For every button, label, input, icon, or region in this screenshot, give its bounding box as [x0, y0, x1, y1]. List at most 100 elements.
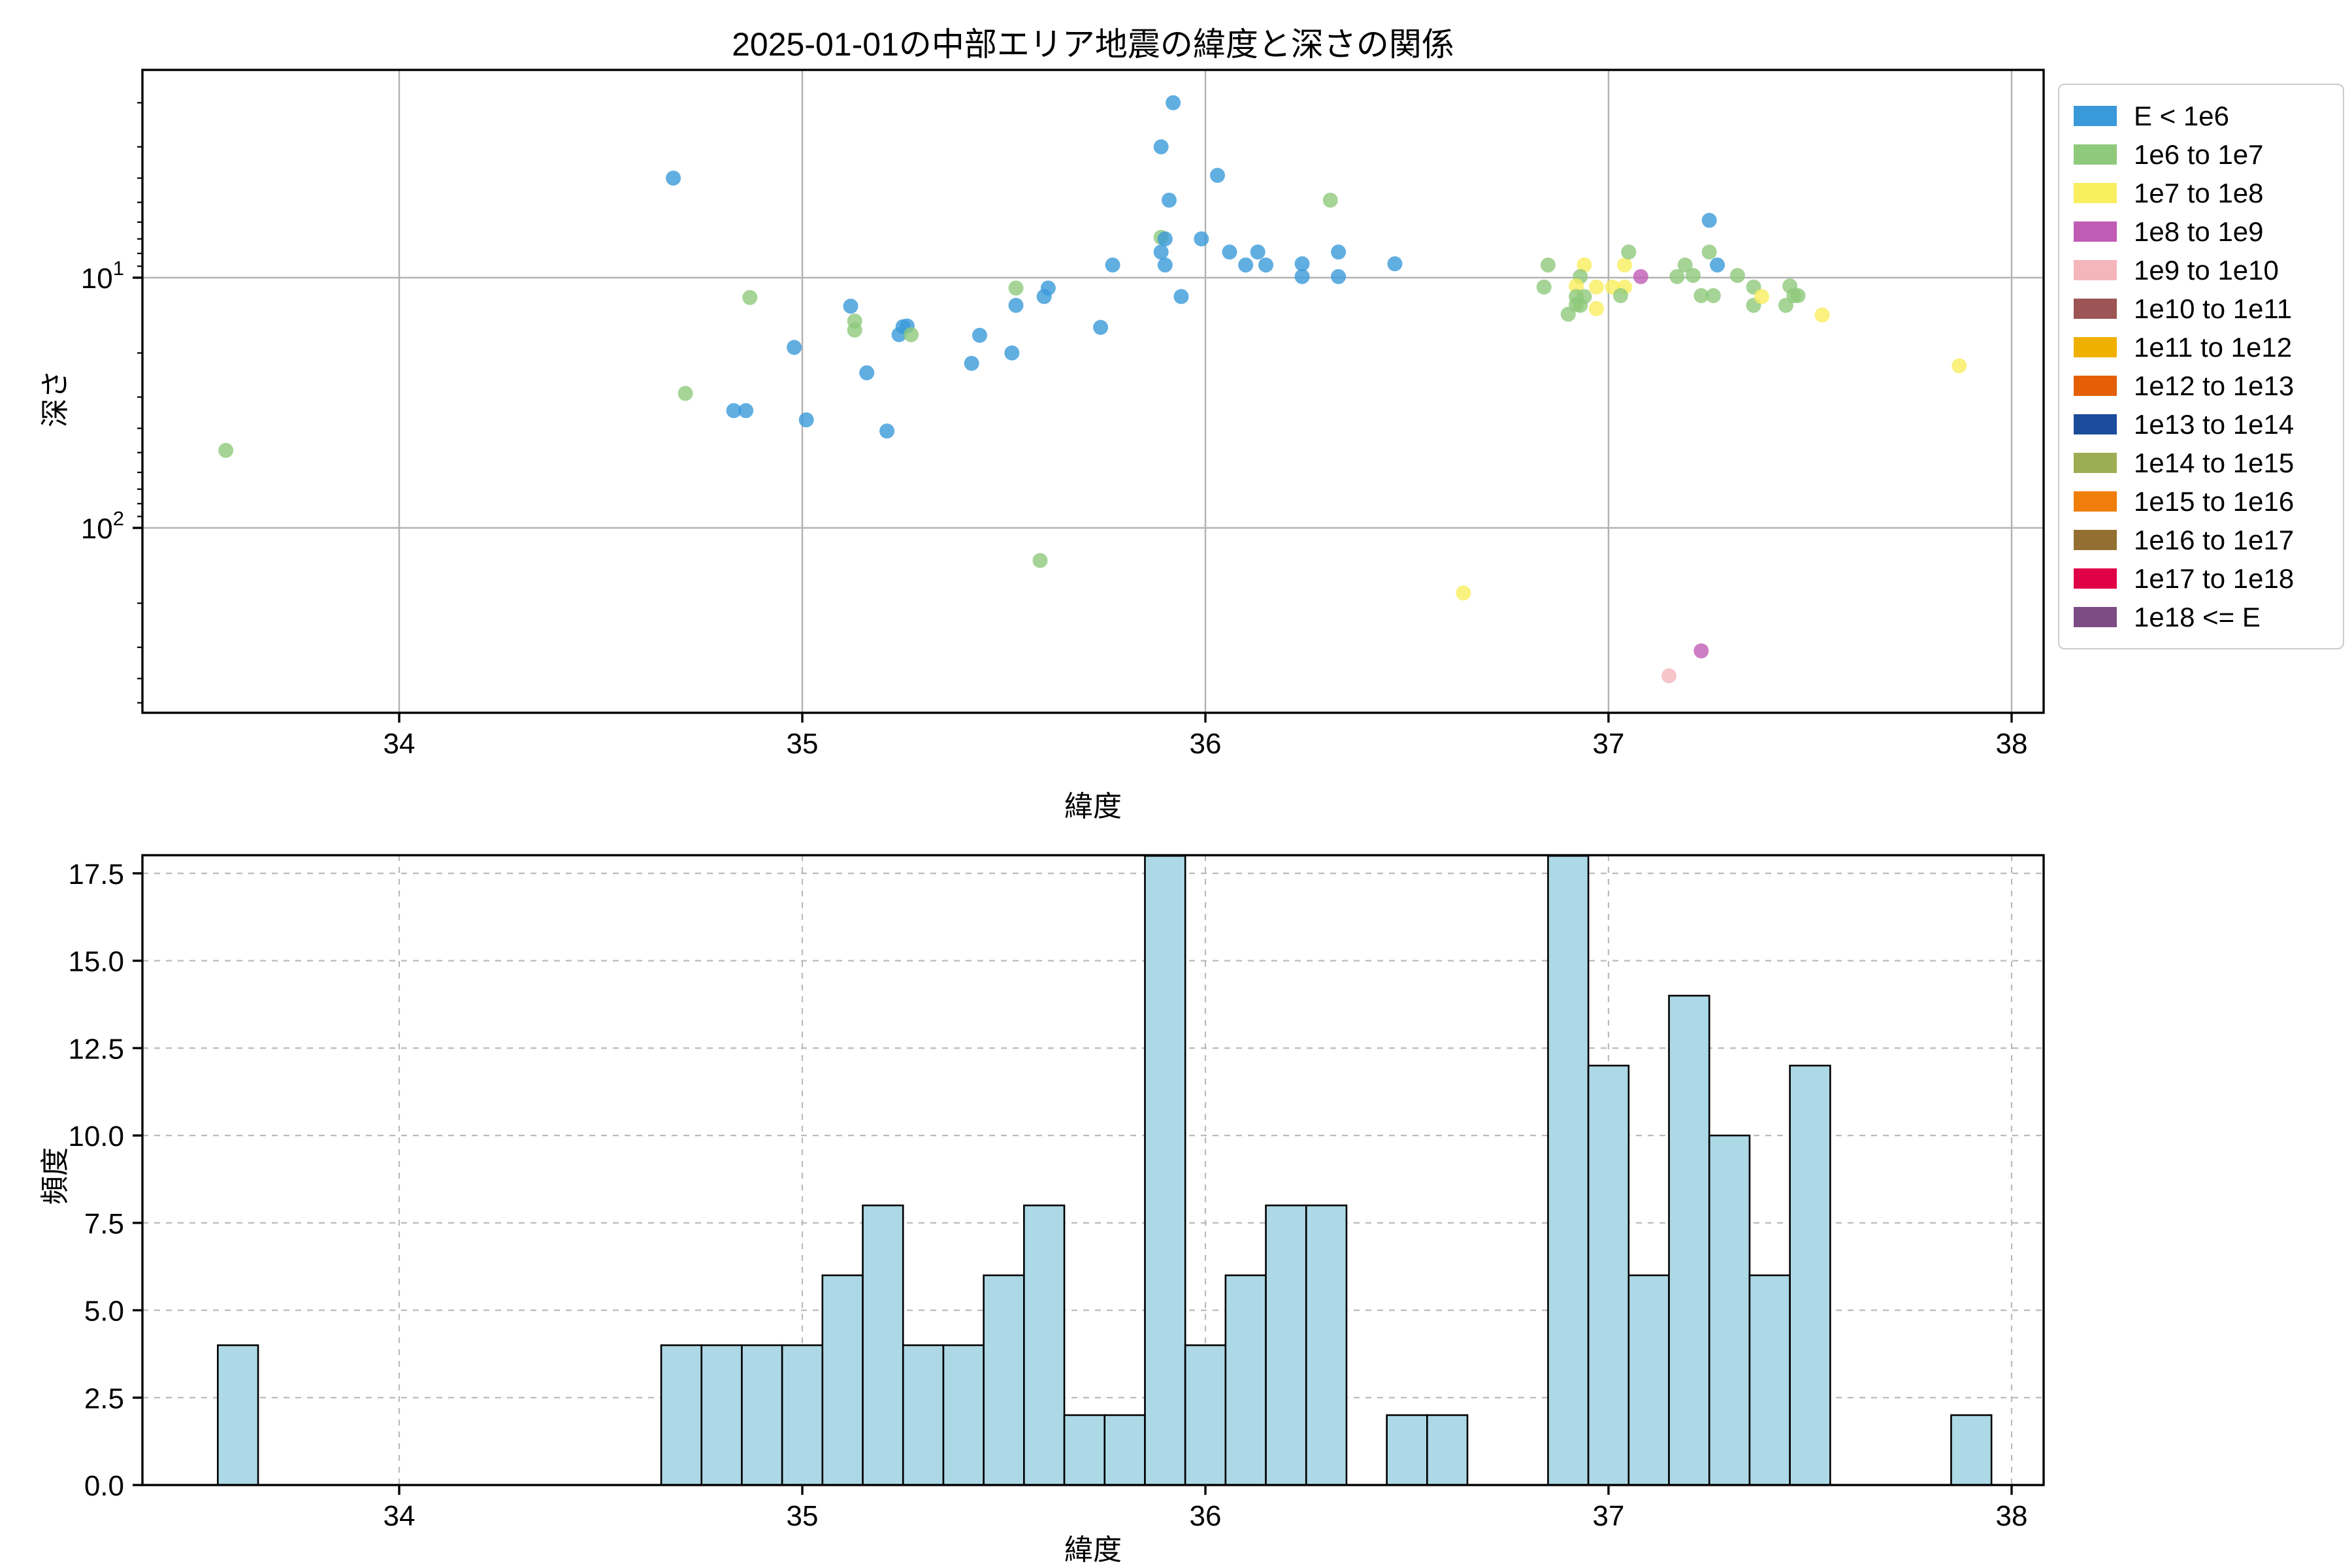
scatter-point	[843, 299, 858, 314]
legend-color-swatch	[2074, 607, 2117, 627]
legend-item: 1e18 <= E	[2074, 598, 2328, 636]
legend-item-label: 1e9 to 1e10	[2134, 254, 2279, 286]
tick-label: 35	[787, 728, 819, 760]
histogram-bars	[217, 855, 1993, 1486]
legend-color-swatch	[2074, 144, 2117, 165]
legend-color-swatch	[2074, 221, 2117, 242]
scatter-point	[1238, 257, 1254, 273]
histogram-bar	[1063, 1414, 1106, 1486]
legend-item-label: 1e10 to 1e11	[2134, 293, 2293, 324]
histogram-bar	[1144, 855, 1186, 1486]
tick-label: 36	[1190, 1500, 1222, 1532]
tick-label: 101	[81, 257, 124, 295]
tick-label: 7.5	[84, 1208, 124, 1240]
legend-color-swatch	[2074, 106, 2117, 126]
scatter-point	[1560, 306, 1576, 322]
scatter-point	[1157, 231, 1173, 247]
histogram-bar	[942, 1344, 985, 1486]
scatter-point	[1294, 256, 1310, 272]
scatter-point	[1633, 269, 1648, 284]
scatter-point	[1621, 244, 1637, 260]
legend-item-label: 1e13 to 1e14	[2134, 408, 2295, 440]
tick-label: 17.5	[68, 858, 124, 890]
legend-item-label: E < 1e6	[2134, 100, 2229, 131]
scatter-point	[678, 385, 693, 401]
tick-label: 12.5	[68, 1033, 124, 1065]
legend-color-swatch	[2074, 491, 2117, 512]
tick-label: 37	[1593, 1500, 1625, 1532]
legend-item-label: 1e6 to 1e7	[2134, 139, 2264, 170]
scatter-point	[738, 403, 754, 419]
legend-item: 1e12 to 1e13	[2074, 367, 2328, 405]
legend-item-label: 1e17 to 1e18	[2134, 563, 2295, 594]
legend-item: 1e9 to 1e10	[2074, 251, 2328, 289]
scatter-point	[1686, 268, 1701, 284]
scatter-point	[1153, 244, 1169, 260]
legend-color-swatch	[2074, 453, 2117, 473]
tick-label: 36	[1190, 728, 1222, 760]
histogram-bar	[1103, 1414, 1146, 1486]
histogram-bar	[700, 1344, 743, 1486]
scatter-point	[1814, 307, 1830, 323]
legend: E < 1e6 1e6 to 1e7 1e7 to 1e8 1e8 to 1e9 1e9…	[2058, 84, 2344, 649]
legend-item: 1e14 to 1e15	[2074, 444, 2328, 482]
tick-label: 34	[384, 728, 416, 760]
scatter-point	[1588, 279, 1604, 295]
scatter-point	[1166, 95, 1181, 110]
histogram-bar	[1224, 1274, 1267, 1486]
histogram-bar	[821, 1274, 864, 1486]
scatter-point	[1536, 279, 1552, 295]
scatter-point	[1729, 268, 1745, 284]
scatter-point	[1040, 280, 1056, 296]
scatter-point	[1387, 256, 1403, 272]
legend-item: 1e7 to 1e8	[2074, 174, 2328, 212]
legend-item: 1e17 to 1e18	[2074, 559, 2328, 598]
scatter-point	[1710, 257, 1725, 273]
histogram-bar	[1305, 1204, 1348, 1486]
legend-color-swatch	[2074, 299, 2117, 319]
legend-item-label: 1e12 to 1e13	[2134, 370, 2295, 401]
scatter-point	[964, 355, 979, 371]
scatter-point	[1194, 231, 1209, 247]
tick-label: 38	[1996, 1500, 2028, 1532]
histogram-x-axis-label: 緯度	[1064, 1534, 1122, 1566]
scatter-point	[1573, 297, 1588, 313]
tick-label: 38	[1996, 728, 2028, 760]
legend-color-swatch	[2074, 376, 2117, 396]
scatter-point	[1569, 278, 1584, 294]
scatter-point	[1004, 345, 1020, 361]
scatter-point	[1693, 643, 1709, 659]
scatter-point	[1790, 288, 1806, 304]
scatter-point	[1952, 358, 1967, 374]
scatter-point	[859, 365, 875, 381]
tick-label: 15.0	[68, 946, 124, 978]
scatter-point	[972, 327, 987, 343]
tick-label: 0.0	[84, 1470, 124, 1502]
legend-item: 1e8 to 1e9	[2074, 212, 2328, 251]
scatter-point	[742, 289, 758, 305]
tick-label: 34	[384, 1500, 416, 1532]
scatter-point	[1258, 257, 1274, 273]
scatter-point	[726, 403, 742, 419]
scatter-point	[1661, 668, 1677, 683]
legend-item: 1e10 to 1e11	[2074, 289, 2328, 328]
scatter-point	[1294, 269, 1310, 284]
histogram-bar	[1950, 1414, 1993, 1486]
legend-color-swatch	[2074, 183, 2117, 203]
legend-item-label: 1e16 to 1e17	[2134, 524, 2295, 555]
legend-item-label: 1e8 to 1e9	[2134, 216, 2264, 247]
tick-label: 5.0	[84, 1296, 124, 1328]
scatter-point	[1008, 280, 1024, 296]
scatter-point	[847, 322, 862, 338]
scatter-point	[1157, 257, 1173, 273]
histogram-y-axis-label: 頻度	[39, 1147, 71, 1205]
scatter-x-axis-label: 緯度	[1064, 791, 1122, 823]
scatter-point	[798, 412, 814, 428]
scatter-point	[666, 171, 681, 186]
histogram-bar	[1627, 1274, 1670, 1486]
scatter-gridlines	[142, 70, 2044, 713]
scatter-point	[1778, 297, 1793, 313]
legend-color-swatch	[2074, 530, 2117, 550]
legend-item: 1e13 to 1e14	[2074, 405, 2328, 444]
